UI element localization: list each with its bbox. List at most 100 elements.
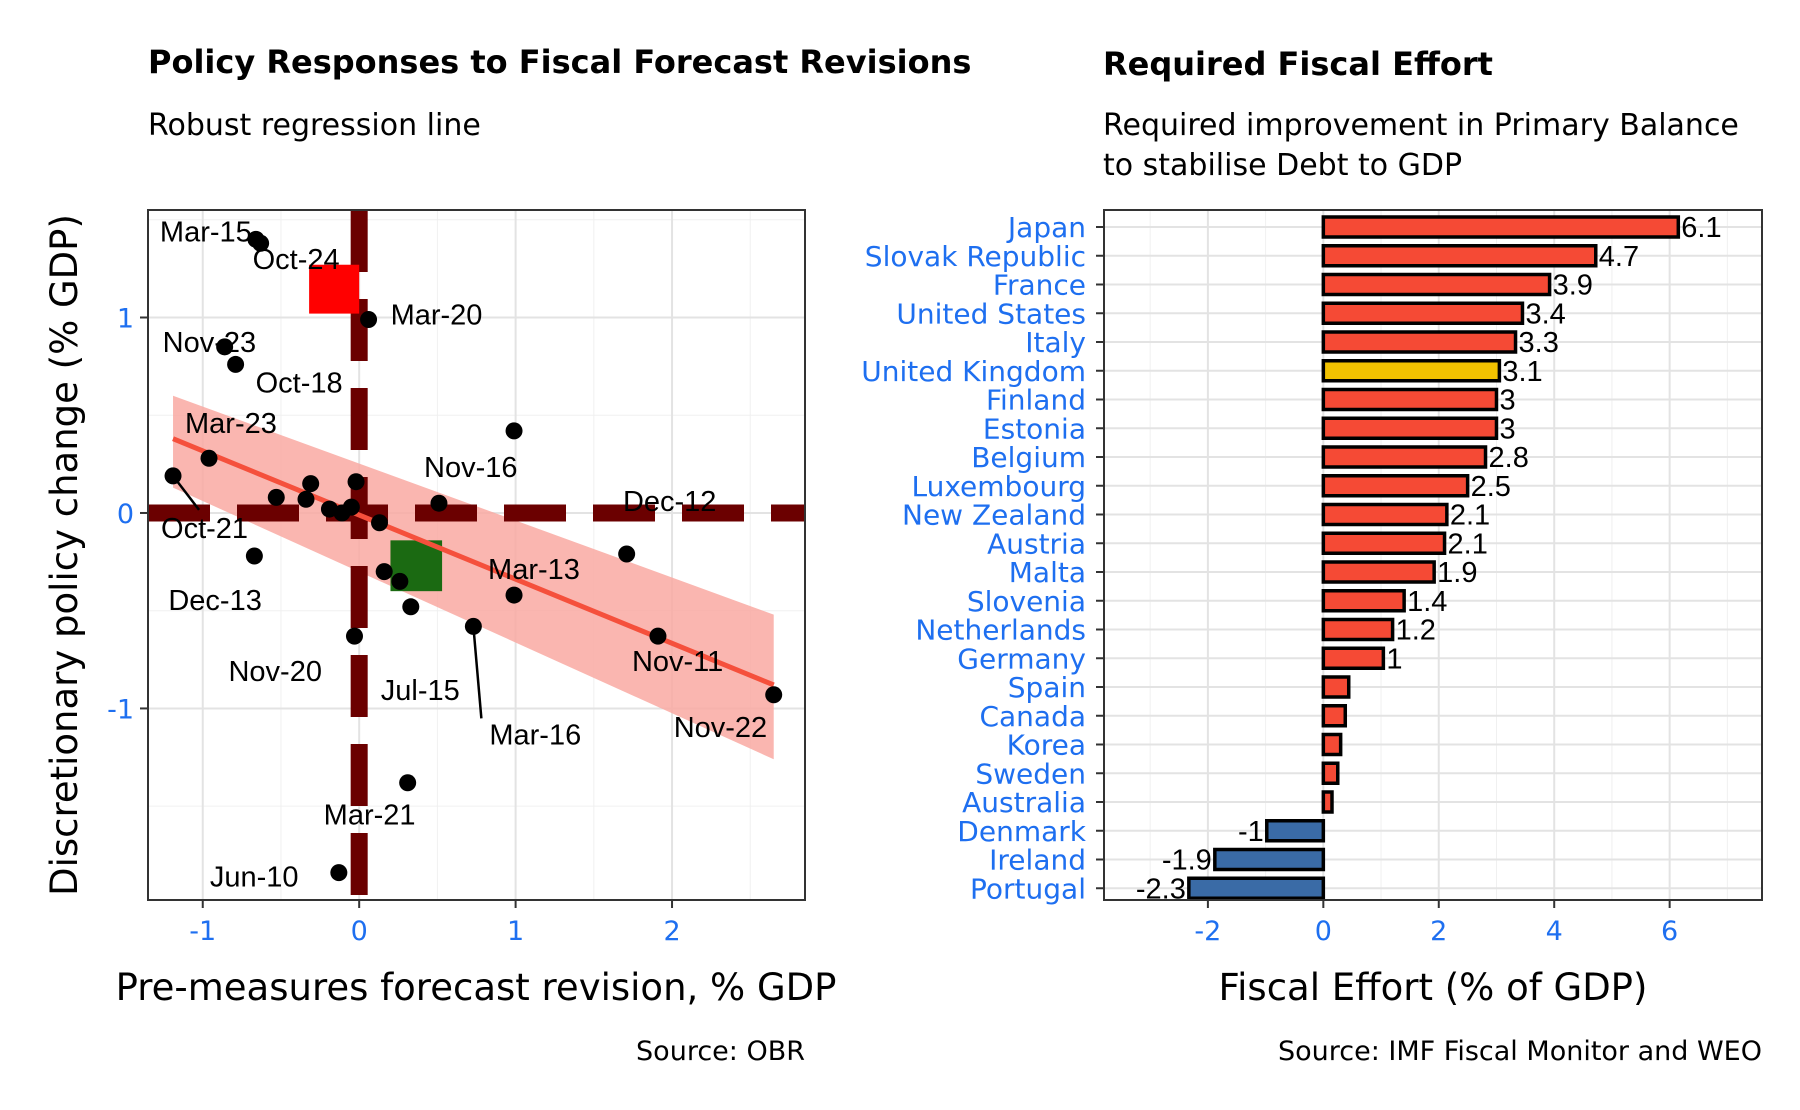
point-label: Nov-16: [424, 452, 518, 484]
bar-value-label: 2.1: [1448, 528, 1488, 560]
scatter-y-axis-title: Discretionary policy change (% GDP): [43, 214, 86, 896]
bar-value-label: -1.9: [1162, 845, 1212, 877]
category-label: Finland: [986, 384, 1086, 417]
data-point: [347, 473, 365, 491]
bar-value-label: 2.8: [1489, 442, 1529, 474]
data-point: [505, 422, 523, 440]
bar-australia: [1321, 790, 1334, 814]
confidence-band: [173, 395, 774, 760]
bar-austria: [1321, 531, 1447, 555]
bar-value-label: 3.4: [1525, 298, 1565, 330]
bar-spain: [1321, 675, 1351, 699]
bar-ireland: [1213, 847, 1326, 872]
category-label: Netherlands: [915, 614, 1086, 647]
scatter-x-axis-title: Pre-measures forecast revision, % GDP: [116, 966, 837, 1009]
data-point: [345, 627, 363, 645]
scatter-subtitle: Robust regression line: [148, 108, 481, 143]
bar-value-label: 1.4: [1407, 586, 1447, 618]
point-label: Mar-21: [324, 800, 416, 832]
data-point: [245, 547, 263, 565]
bar-title: Required Fiscal Effort: [1103, 45, 1493, 83]
scatter-caption: Source: OBR: [636, 1036, 805, 1067]
category-label: United States: [896, 297, 1086, 330]
point-label: Oct-24: [253, 244, 340, 276]
category-label: New Zealand: [902, 499, 1086, 532]
bar-portugal: [1187, 876, 1326, 900]
category-label: Ireland: [989, 844, 1086, 877]
category-label: United Kingdom: [861, 355, 1086, 388]
category-label: Slovenia: [967, 585, 1086, 618]
data-point: [649, 627, 667, 645]
bar-japan: [1321, 215, 1681, 239]
data-point: [297, 490, 315, 508]
bar-value-label: 6.1: [1681, 212, 1721, 244]
bar-korea: [1321, 732, 1343, 757]
bar-value-label: 3.3: [1519, 327, 1559, 359]
point-label: Mar-23: [185, 408, 277, 440]
bar-belgium: [1321, 445, 1488, 469]
bar-finland: [1321, 387, 1499, 412]
category-label: Slovak Republic: [865, 240, 1086, 273]
point-label: Dec-12: [623, 486, 717, 518]
scatter-panel-border: [147, 209, 806, 901]
bar-canada: [1321, 704, 1348, 728]
bar-value-label: 1.9: [1437, 557, 1477, 589]
bar-france: [1321, 272, 1552, 297]
bar-axis-ticks: -2 0 2 4 6: [1096, 226, 1678, 947]
point-label: Oct-18: [256, 367, 343, 399]
bar-panel: Required Fiscal Effort Required improvem…: [861, 45, 1763, 1067]
x-tick-label: 1: [507, 916, 524, 947]
point-label: Mar-20: [391, 299, 483, 331]
scatter-regression: [172, 436, 775, 688]
data-point: [371, 514, 389, 532]
x-tick-label: 6: [1661, 916, 1678, 947]
bar-value-label: 1: [1386, 643, 1402, 675]
scatter-reference-lines: [148, 210, 805, 900]
category-label: Belgium: [971, 441, 1086, 474]
x-tick-label: 4: [1546, 916, 1563, 947]
data-point: [216, 338, 234, 356]
x-tick-label: -2: [1194, 916, 1221, 947]
data-point: [164, 467, 182, 485]
data-point: [360, 310, 378, 328]
bar-value-label: 4.7: [1599, 241, 1639, 273]
category-label: Spain: [1008, 671, 1086, 704]
category-label: Italy: [1025, 326, 1086, 359]
bar-caption: Source: IMF Fiscal Monitor and WEO: [1278, 1036, 1762, 1067]
point-label: Jun-10: [210, 862, 299, 894]
y-tick-label: 1: [117, 304, 134, 335]
bar-subtitle-line-1: Required improvement in Primary Balance: [1103, 108, 1739, 143]
data-point: [505, 586, 523, 604]
bar-value-label: 2.1: [1450, 500, 1490, 532]
data-point: [402, 598, 420, 616]
bar-united-states: [1321, 301, 1525, 325]
scatter-points: [164, 230, 783, 882]
point-label: Mar-13: [488, 554, 580, 586]
data-point: [227, 355, 245, 373]
point-label: Nov-20: [228, 656, 322, 688]
category-label: Luxembourg: [911, 470, 1086, 503]
data-point: [267, 488, 285, 506]
point-label: Nov-23: [163, 327, 257, 359]
bar-panel-border: [1103, 209, 1763, 901]
point-label: Jul-15: [381, 675, 460, 707]
bar-italy: [1321, 330, 1518, 354]
category-label: Korea: [1007, 729, 1086, 762]
bar-value-label: 3.9: [1553, 270, 1593, 302]
bar-subtitle-line-2: to stabilise Debt to GDP: [1103, 148, 1462, 183]
bar-slovak-republic: [1321, 244, 1598, 268]
data-point: [391, 572, 409, 590]
point-label: Mar-16: [489, 719, 581, 751]
x-tick-label: -1: [189, 916, 216, 947]
point-label: Nov-22: [674, 712, 768, 744]
category-label: Canada: [979, 700, 1086, 733]
point-label: Mar-15: [160, 216, 252, 248]
data-point: [399, 774, 417, 792]
category-label: Australia: [962, 786, 1086, 819]
bar-luxembourg: [1321, 474, 1470, 498]
category-label: Japan: [1006, 211, 1086, 244]
scatter-panel: Policy Responses to Fiscal Forecast Revi…: [43, 43, 971, 1067]
regression-line: [172, 436, 775, 688]
bar-sweden: [1321, 761, 1340, 785]
